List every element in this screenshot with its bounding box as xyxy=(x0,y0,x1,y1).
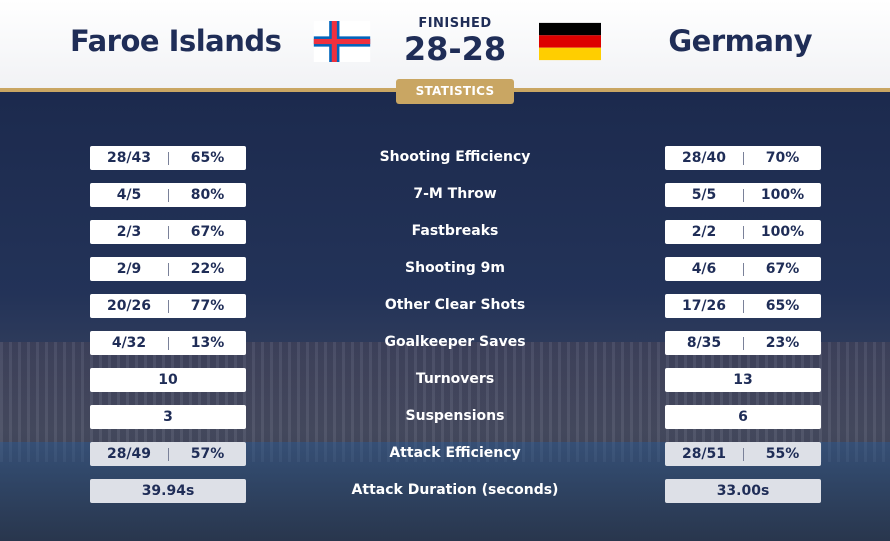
home-stat-count: 4/5 xyxy=(116,187,142,203)
away-stat-count: 28/51 xyxy=(681,446,727,462)
stat-label: Shooting 9m xyxy=(405,260,505,276)
away-stat-count: 17/26 xyxy=(681,298,727,314)
home-stat-value: 3 xyxy=(163,409,173,425)
stat-row: 28/49 57% Attack Efficiency 28/51 55% xyxy=(0,442,890,466)
stat-label: 7-M Throw xyxy=(413,186,497,202)
home-stat-percent: 57% xyxy=(190,446,225,462)
home-stat-box: 28/43 65% xyxy=(90,146,246,170)
home-stat-box: 2/9 22% xyxy=(90,257,246,281)
stat-label: Other Clear Shots xyxy=(384,297,526,313)
stat-row: 10 Turnovers 13 xyxy=(0,368,890,392)
germany-flag-icon xyxy=(539,22,601,61)
stat-label: Suspensions xyxy=(405,408,505,424)
home-stat-box: 3 xyxy=(90,405,246,429)
value-separator xyxy=(168,447,169,461)
away-stat-percent: 100% xyxy=(760,224,805,240)
home-stat-percent: 13% xyxy=(190,335,225,351)
home-stat-box: 4/32 13% xyxy=(90,331,246,355)
home-stat-percent: 65% xyxy=(190,150,225,166)
home-stat-percent: 77% xyxy=(190,298,225,314)
stat-label: Goalkeeper Saves xyxy=(384,334,526,350)
stat-label: Turnovers xyxy=(415,371,495,387)
home-stat-count: 20/26 xyxy=(106,298,152,314)
home-stat-percent: 80% xyxy=(190,187,225,203)
away-stat-box: 28/51 55% xyxy=(665,442,821,466)
away-stat-box: 6 xyxy=(665,405,821,429)
stat-row: 39.94s Attack Duration (seconds) 33.00s xyxy=(0,479,890,503)
away-stat-box: 8/35 23% xyxy=(665,331,821,355)
home-stat-percent: 67% xyxy=(190,224,225,240)
stat-row: 28/43 65% Shooting Efficiency 28/40 70% xyxy=(0,146,890,170)
value-separator xyxy=(743,262,744,276)
value-separator xyxy=(743,299,744,313)
home-stat-value: 10 xyxy=(158,372,178,388)
away-stat-box: 28/40 70% xyxy=(665,146,821,170)
stat-label: Attack Duration (seconds) xyxy=(351,482,559,498)
home-stat-box: 10 xyxy=(90,368,246,392)
home-stat-box: 28/49 57% xyxy=(90,442,246,466)
away-stat-box: 13 xyxy=(665,368,821,392)
away-team-name: Germany xyxy=(668,24,812,58)
away-stat-box: 2/2 100% xyxy=(665,220,821,244)
value-separator xyxy=(743,336,744,350)
away-stat-box: 33.00s xyxy=(665,479,821,503)
stat-row: 2/3 67% Fastbreaks 2/2 100% xyxy=(0,220,890,244)
home-stat-box: 39.94s xyxy=(90,479,246,503)
home-stat-count: 28/43 xyxy=(106,150,152,166)
home-stat-percent: 22% xyxy=(190,261,225,277)
home-stat-box: 20/26 77% xyxy=(90,294,246,318)
stat-row: 4/5 80% 7-M Throw 5/5 100% xyxy=(0,183,890,207)
home-stat-box: 2/3 67% xyxy=(90,220,246,244)
match-status: FINISHED xyxy=(418,16,492,31)
away-stat-count: 4/6 xyxy=(691,261,717,277)
away-stat-value: 13 xyxy=(733,372,753,388)
value-separator xyxy=(168,188,169,202)
away-stat-percent: 65% xyxy=(765,298,800,314)
away-stat-count: 8/35 xyxy=(686,335,722,351)
match-score: 28-28 xyxy=(403,30,507,68)
home-team-name: Faroe Islands xyxy=(70,24,282,58)
stat-label: Fastbreaks xyxy=(411,223,499,239)
tab-statistics[interactable]: STATISTICS xyxy=(396,79,514,104)
away-stat-percent: 23% xyxy=(765,335,800,351)
value-separator xyxy=(743,188,744,202)
away-stat-value: 33.00s xyxy=(716,483,770,499)
away-stat-box: 17/26 65% xyxy=(665,294,821,318)
value-separator xyxy=(743,447,744,461)
away-stat-box: 5/5 100% xyxy=(665,183,821,207)
value-separator xyxy=(743,151,744,165)
value-separator xyxy=(743,225,744,239)
home-stat-box: 4/5 80% xyxy=(90,183,246,207)
away-stat-percent: 100% xyxy=(760,187,805,203)
value-separator xyxy=(168,225,169,239)
away-stat-count: 28/40 xyxy=(681,150,727,166)
value-separator xyxy=(168,262,169,276)
away-stat-count: 2/2 xyxy=(691,224,717,240)
away-stat-box: 4/6 67% xyxy=(665,257,821,281)
stat-label: Shooting Efficiency xyxy=(379,149,531,165)
stat-row: 4/32 13% Goalkeeper Saves 8/35 23% xyxy=(0,331,890,355)
home-stat-count: 2/9 xyxy=(116,261,142,277)
away-stat-percent: 67% xyxy=(765,261,800,277)
faroe-islands-flag-icon xyxy=(313,21,371,62)
home-stat-count: 28/49 xyxy=(106,446,152,462)
value-separator xyxy=(168,336,169,350)
scoreboard-header: Faroe Islands FINISHED 28-28 Germany xyxy=(0,0,890,90)
home-stat-value: 39.94s xyxy=(141,483,195,499)
stat-label: Attack Efficiency xyxy=(389,445,521,461)
away-stat-count: 5/5 xyxy=(691,187,717,203)
stat-row: 3 Suspensions 6 xyxy=(0,405,890,429)
home-stat-count: 2/3 xyxy=(116,224,142,240)
away-stat-percent: 70% xyxy=(765,150,800,166)
value-separator xyxy=(168,299,169,313)
stat-row: 20/26 77% Other Clear Shots 17/26 65% xyxy=(0,294,890,318)
away-stat-percent: 55% xyxy=(765,446,800,462)
stat-row: 2/9 22% Shooting 9m 4/6 67% xyxy=(0,257,890,281)
away-stat-value: 6 xyxy=(738,409,748,425)
home-stat-count: 4/32 xyxy=(111,335,147,351)
value-separator xyxy=(168,151,169,165)
